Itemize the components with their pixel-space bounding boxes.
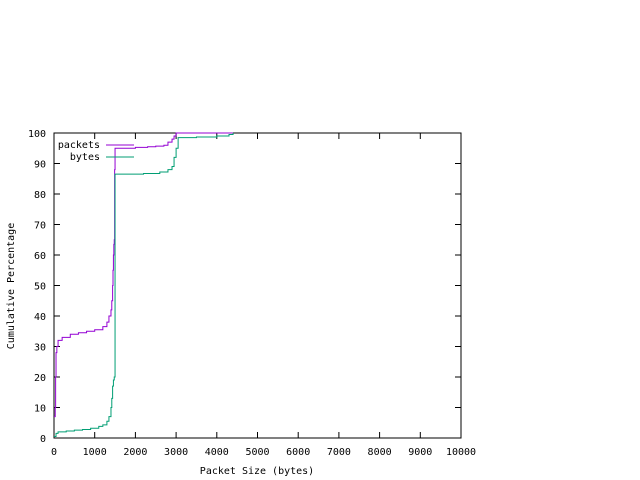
x-tick-label: 2000 — [123, 447, 147, 458]
y-tick-label: 80 — [34, 190, 46, 201]
x-tick-label: 6000 — [286, 447, 310, 458]
y-tick-label: 90 — [34, 160, 46, 171]
series-line-bytes — [54, 133, 234, 437]
x-tick-label: 1000 — [83, 447, 107, 458]
x-tick-label: 0 — [51, 447, 57, 458]
legend-label-packets: packets — [58, 140, 100, 151]
y-tick-label: 30 — [34, 343, 46, 354]
y-tick-label: 40 — [34, 312, 46, 323]
axis-ticks: 0 1000 2000 3000 4000 5000 6000 7000 8000 9000 100… — [28, 129, 476, 458]
x-tick-label: 9000 — [408, 447, 432, 458]
y-tick-label: 20 — [34, 373, 46, 384]
series-lines — [54, 132, 234, 437]
y-tick-label: 10 — [34, 404, 46, 415]
series-line-packets — [54, 132, 234, 418]
legend-label-bytes: bytes — [70, 152, 100, 163]
x-tick-label: 4000 — [205, 447, 229, 458]
y-tick-label: 60 — [34, 251, 46, 262]
x-tick-label: 5000 — [245, 447, 269, 458]
y-tick-label: 70 — [34, 221, 46, 232]
x-tick-label: 10000 — [446, 447, 476, 458]
x-tick-label: 7000 — [327, 447, 351, 458]
y-axis-label: Cumulative Percentage — [6, 223, 17, 349]
y-tick-label: 100 — [28, 129, 46, 140]
x-tick-label: 8000 — [368, 447, 392, 458]
x-tick-label: 3000 — [164, 447, 188, 458]
y-tick-label: 0 — [40, 434, 46, 445]
x-axis-label: Packet Size (bytes) — [200, 466, 314, 477]
y-tick-label: 50 — [34, 282, 46, 293]
